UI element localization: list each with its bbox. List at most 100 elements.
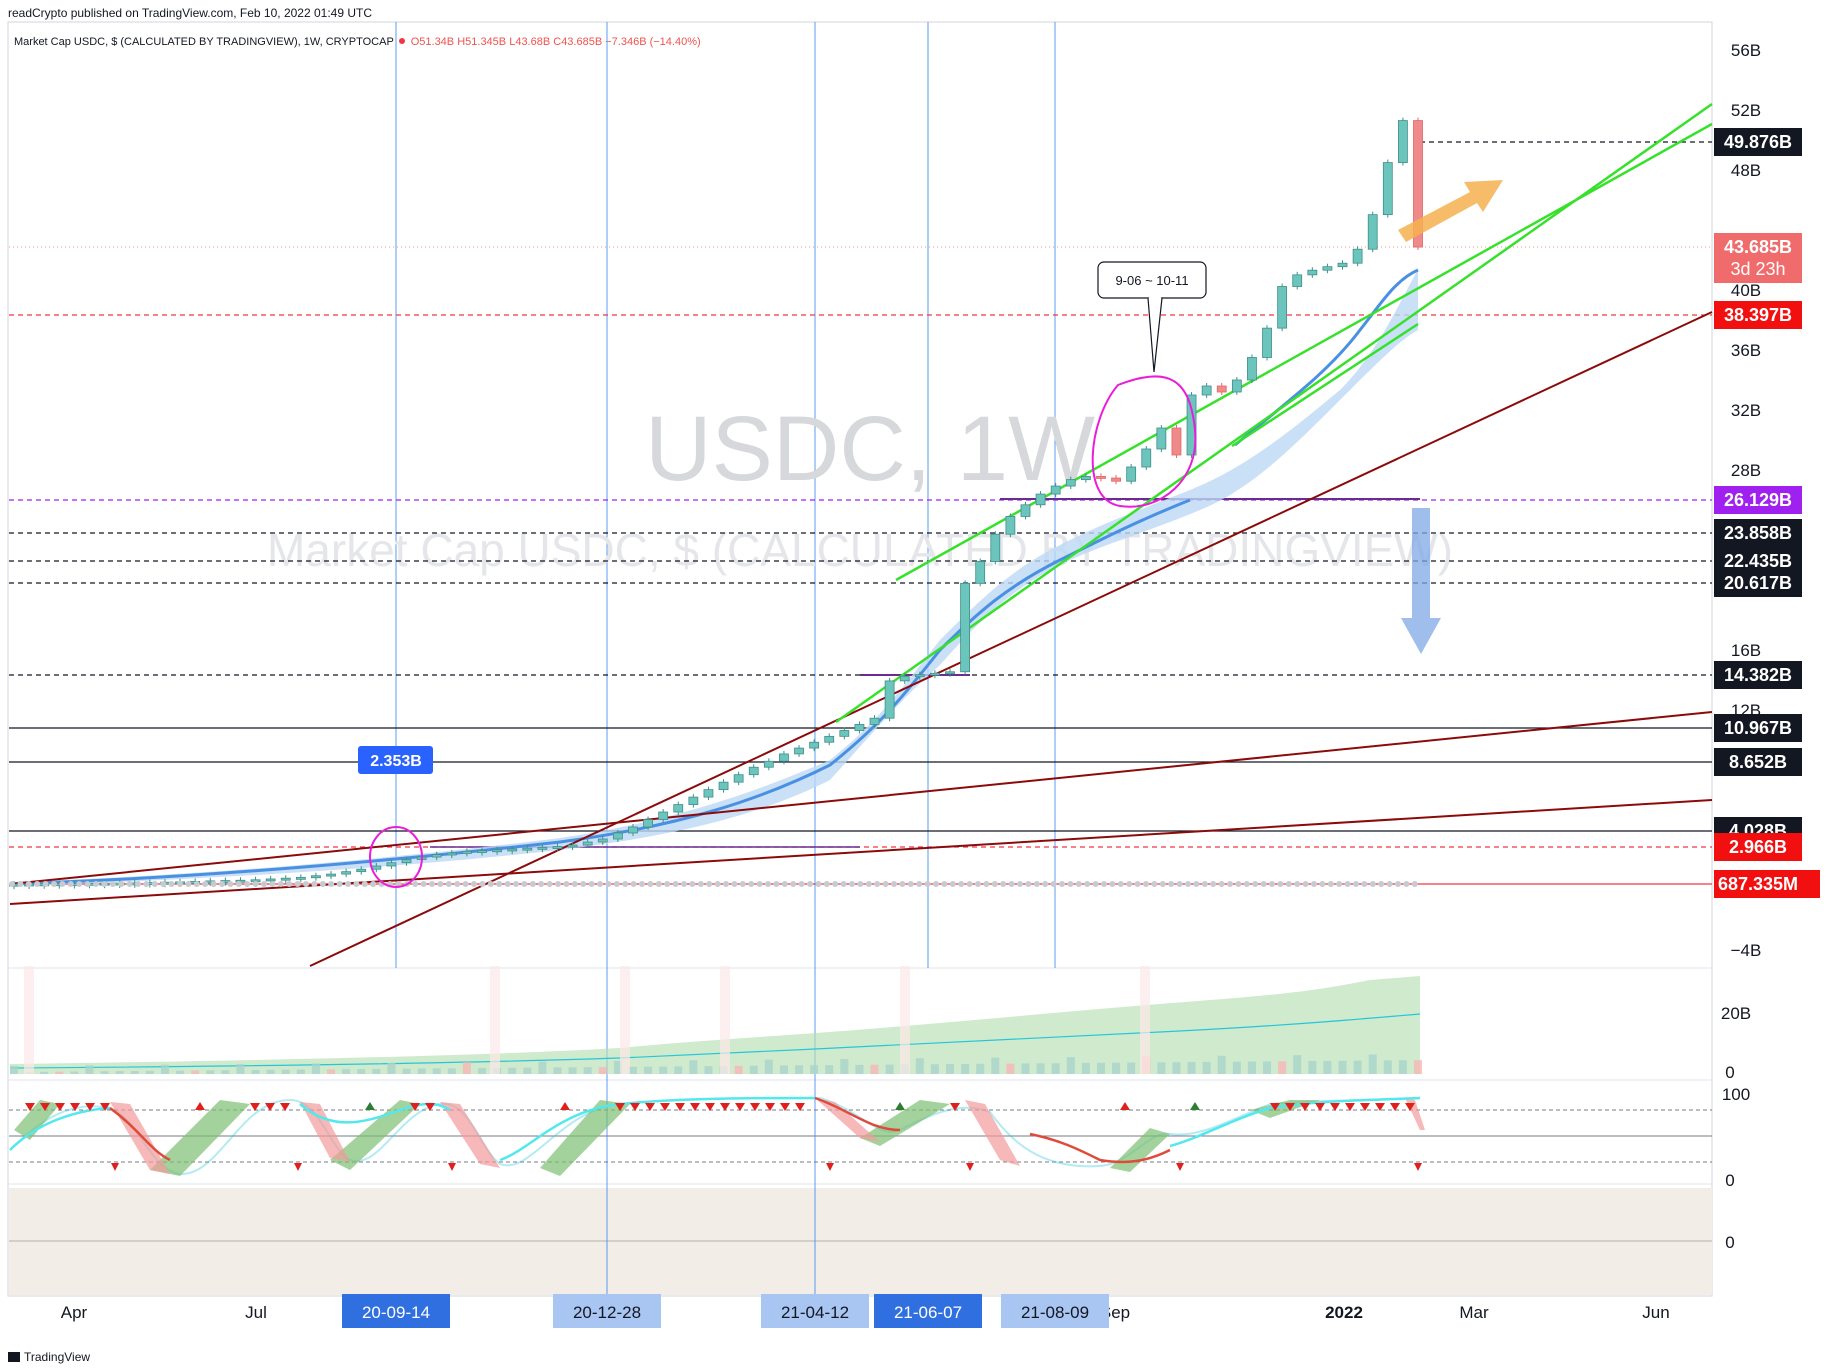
sell-marker	[750, 1103, 760, 1111]
volume-bar	[100, 1071, 109, 1074]
price-tick: 16B	[1731, 641, 1761, 660]
signal-dot	[891, 881, 897, 887]
sell-marker	[280, 1103, 290, 1111]
signal-dot	[588, 881, 595, 887]
signal-dot	[1395, 881, 1401, 887]
volume-bar	[991, 1057, 1000, 1074]
volume-bar	[674, 1066, 683, 1074]
price-level-label: 49.876B	[1714, 128, 1802, 156]
volume-bar	[251, 1069, 260, 1074]
candle-body	[1201, 385, 1212, 396]
sell-marker	[765, 1103, 775, 1111]
volume-bar	[40, 1071, 49, 1074]
signal-dot	[538, 881, 545, 887]
sell-marker	[40, 1103, 50, 1111]
signal-dot	[1252, 881, 1259, 887]
oscillator-tick: 100	[1722, 1085, 1750, 1104]
volume-bar	[1368, 1054, 1377, 1074]
price-level-value: 14.382B	[1724, 665, 1792, 685]
signal-dot	[101, 881, 108, 887]
symbol-legend[interactable]: Market Cap USDC, $ (CALCULATED BY TRADIN…	[14, 36, 701, 48]
volume-bar	[115, 1071, 124, 1074]
sell-marker	[265, 1103, 275, 1111]
sell-marker	[1345, 1103, 1355, 1111]
candle-body	[718, 781, 729, 791]
signal-dot	[504, 881, 511, 887]
oscillator-bull-ribbon	[330, 1100, 420, 1170]
volume-bar	[55, 1071, 64, 1074]
volume-highlight	[490, 966, 500, 1074]
candle-body	[1080, 476, 1091, 481]
signal-dot	[630, 881, 637, 887]
price-level-label: 26.129B	[1714, 486, 1802, 514]
signal-dot	[168, 881, 175, 887]
candle-body	[899, 675, 910, 682]
signal-dot	[840, 881, 847, 887]
candle-body	[326, 873, 336, 877]
volume-bar	[1232, 1061, 1241, 1074]
volume-bar	[734, 1065, 743, 1074]
price-level-label: 8.652B	[1714, 748, 1802, 776]
signal-dot	[1285, 881, 1292, 887]
volume-bar	[1127, 1062, 1136, 1074]
signal-dot	[1126, 881, 1133, 887]
signal-dot	[991, 881, 998, 887]
sell-marker	[615, 1103, 625, 1111]
volume-bar	[810, 1065, 819, 1074]
signal-dot	[118, 881, 125, 887]
sell-marker	[410, 1103, 420, 1111]
signal-dot	[1336, 881, 1343, 887]
price-tick: 40B	[1731, 281, 1761, 300]
signal-dot	[655, 881, 662, 887]
time-highlight-label: 21-04-12	[761, 1294, 869, 1328]
ohlc-high: H51.345B	[457, 36, 507, 48]
signal-dot	[513, 881, 519, 887]
price-level-label: 23.858B	[1714, 519, 1802, 547]
volume-bar	[342, 1069, 351, 1074]
signal-dot	[1176, 881, 1183, 887]
price-tick: 48B	[1731, 161, 1761, 180]
candles	[9, 117, 1423, 890]
candle-body	[552, 846, 563, 849]
signal-dot	[1361, 881, 1368, 887]
volume-bar	[130, 1070, 139, 1074]
volume-bar	[447, 1068, 456, 1074]
signal-dot	[689, 881, 696, 887]
volume-tick: 20B	[1721, 1004, 1751, 1023]
time-highlight-label: 21-08-09	[1001, 1294, 1109, 1328]
signal-dot	[487, 881, 494, 887]
volume-bar	[417, 1068, 426, 1074]
marker-label: 2.353B	[358, 746, 433, 774]
moving-average-line	[9, 498, 1191, 886]
signal-dot	[924, 881, 931, 887]
candle-body	[477, 850, 487, 853]
signal-dot	[1260, 881, 1267, 887]
volume-bar	[1187, 1062, 1196, 1074]
volume-bar	[930, 1064, 939, 1074]
candle-body	[884, 680, 895, 719]
volume-bar	[1263, 1061, 1272, 1074]
volume-bar	[644, 1066, 653, 1074]
signal-dot	[622, 881, 629, 887]
volume-bar	[613, 1060, 622, 1074]
signal-dot	[135, 881, 141, 887]
signal-dot	[261, 881, 267, 887]
volume-highlight	[720, 966, 730, 1074]
signal-dot	[1403, 881, 1410, 887]
buy-marker	[895, 1102, 905, 1110]
callout-text: 9-06 ~ 10-11	[1115, 273, 1188, 288]
signal-dot	[941, 881, 948, 887]
signal-dot	[1134, 881, 1141, 887]
signal-dots	[9, 881, 1418, 887]
candle-body	[975, 561, 986, 584]
candle-body	[930, 672, 940, 676]
signal-dot	[781, 881, 788, 887]
volume-bar	[704, 1066, 713, 1074]
symbol-title[interactable]: Market Cap USDC, $ (CALCULATED BY TRADIN…	[14, 36, 394, 48]
candle-body	[1382, 162, 1393, 216]
signal-dot	[76, 881, 83, 887]
tradingview-brand[interactable]: TradingView	[8, 1350, 90, 1364]
